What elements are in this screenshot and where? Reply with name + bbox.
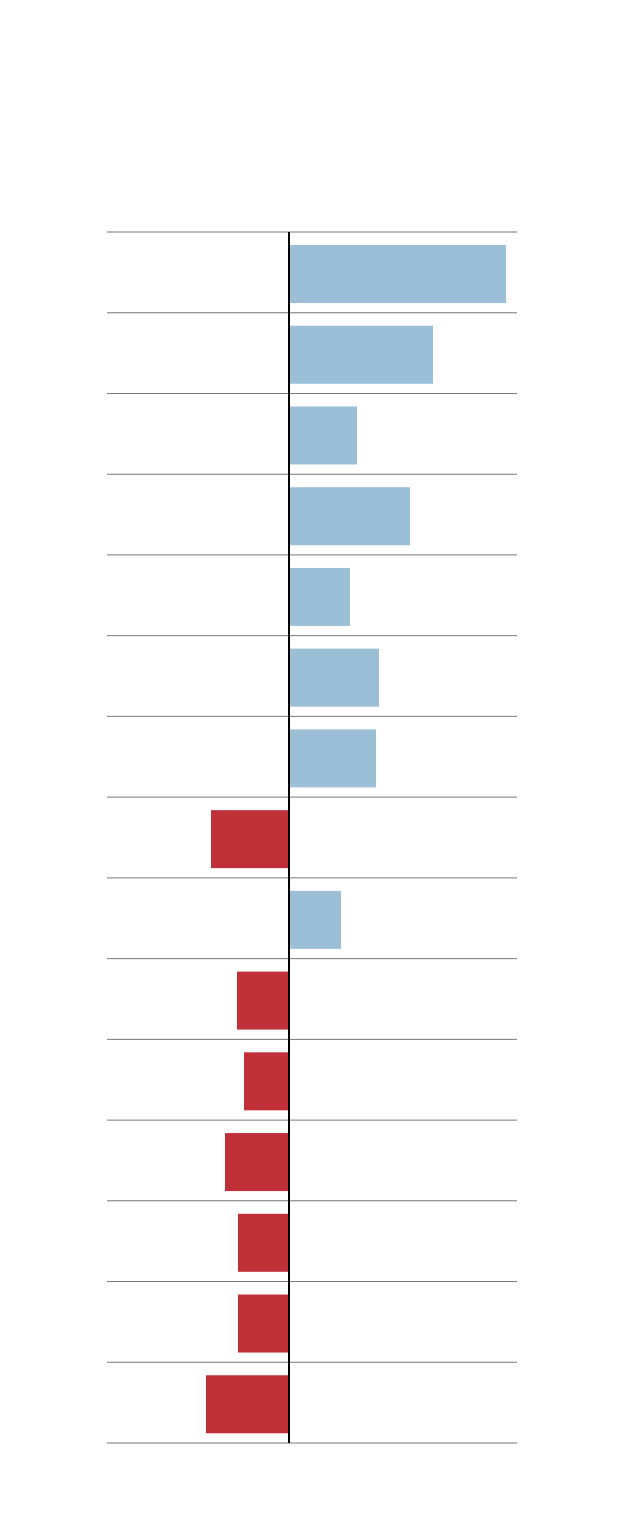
bar — [244, 1052, 289, 1111]
bar — [289, 729, 376, 788]
bar — [238, 1294, 289, 1353]
bar — [211, 810, 289, 869]
bar — [289, 487, 410, 546]
bar — [238, 1213, 289, 1272]
bar — [237, 971, 289, 1030]
bar — [225, 1133, 289, 1192]
bar — [289, 245, 506, 303]
bar — [206, 1375, 289, 1434]
bar — [289, 406, 357, 465]
bar — [289, 325, 433, 384]
bar — [289, 567, 350, 626]
bar — [289, 890, 341, 949]
bar — [289, 648, 379, 707]
